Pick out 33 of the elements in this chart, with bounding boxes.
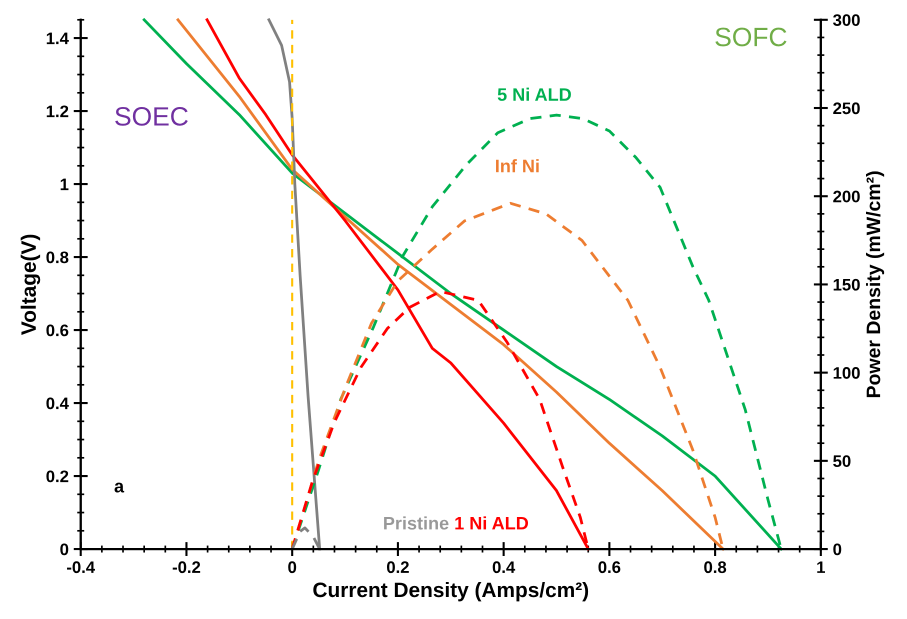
- text: 1 Ni ALD: [455, 516, 528, 530]
- annotation: a: [114, 482, 124, 493]
- series-label: Inf Ni: [496, 159, 539, 172]
- y-tick-label: 1: [60, 178, 68, 190]
- y2-axis-title: Power Density (mW/cm²): [866, 171, 884, 398]
- x-tick-label: 1: [817, 561, 826, 573]
- y-tick-label: 0.8: [46, 251, 68, 264]
- x-tick-label: 0.2: [386, 561, 409, 574]
- y-tick-label: 0.6: [46, 324, 68, 336]
- y-tick-label: 0.2: [46, 470, 68, 482]
- y2-tick-label: 150: [834, 278, 860, 291]
- annotation: SOFC: [715, 28, 787, 46]
- x-tick-label: -0.2: [172, 561, 200, 574]
- y-axis-title: Voltage(V): [20, 234, 40, 336]
- series-label: 5 Ni ALD: [498, 88, 571, 101]
- x-tick-label: 0.8: [704, 561, 726, 574]
- annotation: SOEC: [115, 107, 188, 126]
- y2-tick-label: 250: [833, 102, 860, 114]
- y2-tick-label: 0: [833, 543, 842, 556]
- y-tick-label: 0.4: [46, 397, 69, 410]
- y-tick-label: 0: [60, 543, 68, 556]
- x-tick-label: 0.6: [598, 561, 620, 574]
- x-axis-title: Current Density (Amps/cm²): [313, 582, 588, 602]
- y-tick-label: 1.2: [46, 105, 68, 118]
- text: Pristine: [384, 516, 448, 530]
- x-tick-label: 0.4: [492, 561, 516, 574]
- y2-tick-label: 300: [833, 14, 860, 26]
- x-tick-label: -0.4: [67, 561, 95, 574]
- y2-tick-label: 100: [834, 367, 860, 379]
- y2-tick-label: 50: [833, 455, 850, 468]
- y2-tick-label: 200: [833, 190, 860, 202]
- x-tick-label: 0: [288, 561, 296, 574]
- y-tick-label: 1.4: [46, 32, 69, 44]
